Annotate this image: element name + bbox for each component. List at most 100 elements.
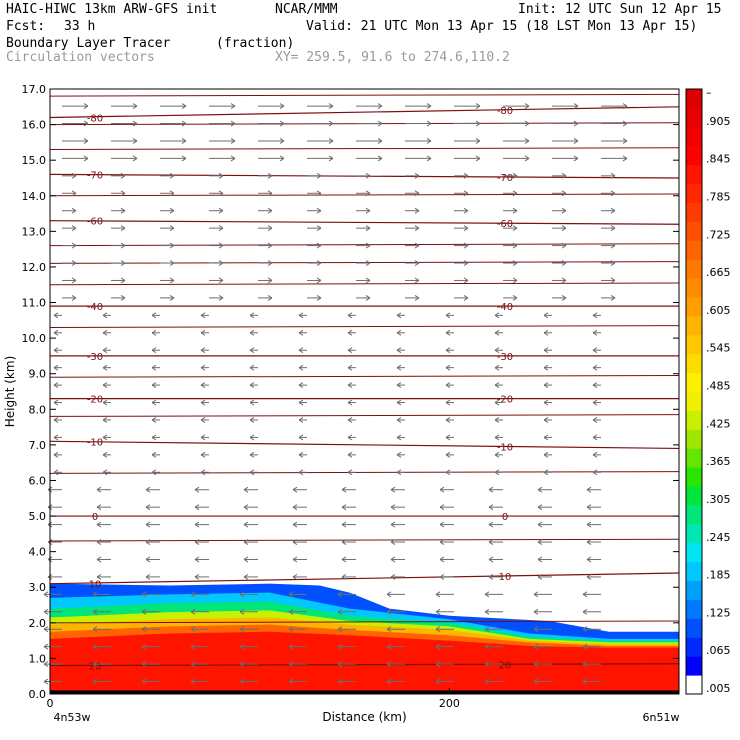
circulation-vector-head xyxy=(512,242,518,249)
circulation-vector-head xyxy=(426,120,432,127)
circulation-vector-head xyxy=(194,539,200,545)
circulation-vector-head xyxy=(592,347,598,354)
circulation-vector-head xyxy=(243,521,249,528)
circulation-vector-head xyxy=(218,294,224,301)
colorbar-segment xyxy=(686,334,702,355)
circulation-vector-head xyxy=(53,364,59,371)
circulation-vector-head xyxy=(561,294,567,301)
colorbar-label: .065 xyxy=(706,644,731,657)
circulation-vector-head xyxy=(592,399,598,406)
circulation-vector-head xyxy=(249,382,255,389)
colorbar-segment xyxy=(686,107,702,128)
circulation-vector-head xyxy=(365,190,371,197)
circulation-vector-head xyxy=(43,643,49,650)
circulation-vector-head xyxy=(512,277,518,284)
circulation-vector-head xyxy=(543,347,549,354)
y-tick-label: 2.0 xyxy=(29,617,47,630)
contour-label: -70 xyxy=(497,173,513,184)
y-tick-label: 8.0 xyxy=(29,403,47,416)
circulation-vector-head xyxy=(435,608,441,615)
circulation-vector-head xyxy=(151,347,157,354)
colorbar-frame xyxy=(685,88,703,695)
colorbar-segment xyxy=(686,145,702,166)
theta-contour-line xyxy=(49,147,680,150)
circulation-vector-head xyxy=(488,521,494,528)
circulation-vector-head xyxy=(71,172,77,179)
circulation-vector-head xyxy=(120,260,126,266)
colorbar-segment xyxy=(686,561,702,582)
circulation-vector-head xyxy=(190,678,196,685)
valid-time: Valid: 21 UTC Mon 13 Apr 15 (18 LST Mon … xyxy=(306,19,698,34)
circulation-vector-head xyxy=(288,643,294,650)
circulation-vector-head xyxy=(484,591,490,598)
colorbar-segment xyxy=(686,637,702,657)
circulation-vector-head xyxy=(390,539,396,545)
circulation-vector-head xyxy=(328,155,334,162)
circulation-vector-head xyxy=(524,120,530,127)
circulation-vector-head xyxy=(439,521,445,528)
circulation-vector-head xyxy=(194,504,200,511)
circulation-vector-head xyxy=(71,277,77,284)
circulation-vector-head xyxy=(249,329,255,336)
circulation-vector-head xyxy=(102,399,108,406)
colorbar-label: .905 xyxy=(706,115,731,128)
circulation-vector-head xyxy=(365,260,371,266)
organization: NCAR/MMM xyxy=(275,2,338,17)
colorbar-segment xyxy=(686,580,702,600)
x-tick-label: 0 xyxy=(47,697,54,710)
circulation-vector-head xyxy=(151,469,157,476)
circulation-vector-head xyxy=(218,190,224,197)
circulation-vector-head xyxy=(83,138,89,144)
circulation-vector-head xyxy=(218,172,224,179)
circulation-vector-head xyxy=(622,155,628,162)
circulation-vector-head xyxy=(543,434,549,441)
circulation-vector-head xyxy=(96,573,102,580)
circulation-vector-head xyxy=(83,103,89,110)
circulation-vector-head xyxy=(298,417,304,423)
circulation-vector-head xyxy=(249,312,255,319)
theta-contour-line xyxy=(49,282,680,286)
circulation-vector-head xyxy=(120,242,126,249)
circulation-vector-head xyxy=(445,451,451,458)
circulation-vector-head xyxy=(200,399,206,406)
circulation-vector-head xyxy=(71,294,77,301)
circulation-vector-head xyxy=(414,277,420,284)
y-tick-label: 14.0 xyxy=(22,190,47,203)
circulation-vector-head xyxy=(610,190,616,197)
circulation-vector-head xyxy=(610,294,616,301)
y-tick-label: 1.0 xyxy=(29,652,47,665)
circulation-vector-head xyxy=(610,207,616,214)
circulation-vector-head xyxy=(298,399,304,406)
field-unit: (fraction) xyxy=(216,36,295,51)
circulation-vector-head xyxy=(586,504,592,511)
circulation-vector-head xyxy=(347,329,353,336)
circulation-vector-head xyxy=(512,294,518,301)
colorbar-segment xyxy=(686,353,702,374)
circulation-vector-head xyxy=(537,539,543,545)
circulation-vector-head xyxy=(426,138,432,144)
circulation-vector-head xyxy=(445,312,451,319)
circulation-vector-head xyxy=(347,312,353,319)
y-tick-label: 4.0 xyxy=(29,546,47,559)
circulation-vector-head xyxy=(292,486,298,493)
circulation-vector-head xyxy=(475,155,481,162)
circulation-vector-head xyxy=(181,138,187,144)
y-tick-label: 15.0 xyxy=(22,154,47,167)
circulation-vector-head xyxy=(141,643,147,650)
circulation-vector-head xyxy=(43,608,49,615)
colorbar-segment xyxy=(686,315,702,336)
circulation-vector-head xyxy=(316,260,322,266)
circulation-vector-head xyxy=(445,417,451,423)
circulation-vector-head xyxy=(141,608,147,615)
circulation-vector-head xyxy=(132,155,138,162)
circulation-vector-head xyxy=(200,451,206,458)
x-axis-title: Distance (km) xyxy=(322,710,406,724)
circulation-vector-head xyxy=(341,539,347,545)
circulation-vector-head xyxy=(230,120,236,127)
circulation-vector-head xyxy=(279,103,285,110)
circulation-vector-head xyxy=(132,138,138,144)
circulation-vector-head xyxy=(484,678,490,685)
circulation-vector-head xyxy=(439,573,445,580)
contour-label: 10 xyxy=(89,580,102,591)
circulation-vector-head xyxy=(141,661,147,668)
